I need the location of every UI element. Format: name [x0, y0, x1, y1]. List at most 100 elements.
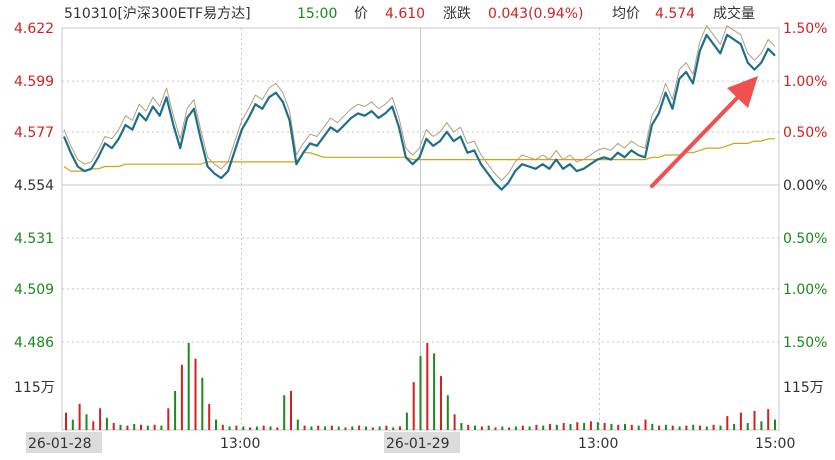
y-left-tick-label: 4.531: [14, 231, 54, 247]
volume-bar: [85, 414, 88, 430]
header-change: 0.043(0.94%): [488, 6, 583, 22]
volume-bar: [221, 424, 224, 430]
x-axis: 26-01-28 13:00 26-01-29 13:00 15:00: [26, 432, 795, 453]
volume-bar: [753, 410, 756, 430]
y-right-tick-label: 1.50%: [783, 335, 827, 351]
volume-bar: [303, 425, 306, 430]
volume-bar: [678, 426, 681, 430]
volume-bar: [290, 390, 292, 430]
volume-bar: [249, 427, 252, 430]
volume-bar: [426, 343, 429, 430]
volume-bar: [767, 409, 770, 430]
x-tick-label: 13:00: [578, 436, 618, 452]
volume-bar: [133, 423, 136, 430]
volume-bar: [344, 427, 347, 430]
volume-bar: [378, 426, 381, 430]
y-right-tick-label: 1.00%: [783, 282, 827, 298]
volume-bar: [262, 425, 265, 430]
volume-bar: [474, 425, 476, 430]
x-tick-highlight-2: [384, 432, 460, 453]
volume-bar: [208, 403, 211, 430]
volume-bar: [365, 426, 367, 430]
volume-bar: [385, 425, 388, 430]
y-right-tick-label: 0.50%: [783, 231, 827, 247]
y-axis-left: 4.622 4.599 4.577 4.554 4.531 4.509 4.486 115万: [14, 21, 55, 396]
volume-bar: [699, 425, 701, 430]
x-tick-label: 15:00: [755, 436, 795, 452]
trend-arrow: [650, 76, 758, 188]
volume-bar: [624, 423, 626, 430]
volume-bar: [228, 426, 231, 430]
average-line: [63, 138, 775, 172]
volume-bar: [733, 423, 736, 430]
volume-bar: [160, 425, 163, 430]
volume-bar: [446, 395, 449, 430]
volume-bar: [78, 403, 81, 430]
volume-bar: [105, 417, 108, 430]
volume-bar: [760, 421, 763, 430]
volume-bar: [99, 408, 102, 431]
volume-bar: [774, 419, 776, 430]
volume-bar: [637, 425, 640, 430]
header-price-label: 价: [354, 6, 368, 22]
volume-bar: [201, 377, 204, 430]
y-right-tick-label: 0.00%: [783, 178, 827, 194]
header-avg: 4.574: [655, 6, 695, 22]
y-left-tick-label: 4.599: [14, 74, 54, 90]
volume-bar: [399, 426, 401, 430]
y-right-tick-label: 0.50%: [783, 125, 827, 141]
header-bar: 510310[沪深300ETF易方达] 15:00 价 4.610 涨跌 0.0…: [64, 5, 755, 22]
volume-bar: [71, 419, 74, 430]
volume-bar: [269, 426, 272, 430]
volume-bar: [671, 425, 674, 430]
volume-bar: [501, 426, 504, 430]
volume-bar: [467, 424, 470, 430]
volume-bar: [296, 419, 299, 430]
price-line: [62, 33, 776, 191]
volume-bar: [187, 343, 190, 430]
volume-bar: [535, 424, 538, 430]
volume-bar: [392, 427, 395, 430]
volume-bar: [351, 426, 354, 430]
volume-bar: [712, 424, 715, 430]
volume-bar: [664, 424, 667, 430]
volume-bar: [112, 423, 115, 430]
volume-bar: [440, 376, 442, 430]
x-tick-label: 26-01-28: [28, 436, 92, 452]
header-time: 15:00: [297, 6, 337, 22]
volume-bar: [405, 412, 408, 430]
volume-bar: [242, 426, 245, 430]
volume-bar: [726, 416, 729, 430]
volume-bar: [126, 425, 129, 430]
volume-bar: [419, 356, 422, 431]
volume-bar: [569, 423, 572, 430]
volume-bar: [167, 408, 170, 431]
volume-scale-label-right: 115万: [783, 380, 824, 396]
volume-bar: [542, 425, 545, 430]
volume-bar: [337, 426, 340, 430]
header-volume-label: 成交量: [713, 5, 755, 22]
volume-bar: [528, 426, 531, 430]
volume-bar: [610, 423, 613, 430]
volume-bar: [719, 425, 722, 430]
volume-bar: [480, 426, 483, 430]
volume-bar: [739, 412, 742, 430]
volume-bar: [310, 426, 313, 430]
volume-bar: [180, 364, 183, 431]
volume-bar: [140, 424, 142, 430]
header-code: 510310[沪深300ETF易方达]: [64, 6, 251, 22]
volume-bar: [194, 358, 197, 430]
volume-bar: [617, 424, 620, 430]
y-left-tick-label: 4.554: [14, 178, 54, 194]
volume-bar: [412, 382, 415, 430]
volume-bar: [596, 422, 599, 430]
volume-bar: [65, 412, 67, 430]
volume-bar: [644, 419, 647, 430]
volume-bar: [508, 427, 511, 430]
y-right-tick-label: 1.00%: [783, 74, 827, 90]
volume-bar: [460, 423, 463, 430]
volume-bar: [521, 425, 524, 430]
y-axis-right: 1.50% 1.00% 0.50% 0.00% 0.50% 1.00% 1.50% 115万: [783, 21, 827, 396]
price-lines: [62, 25, 776, 191]
